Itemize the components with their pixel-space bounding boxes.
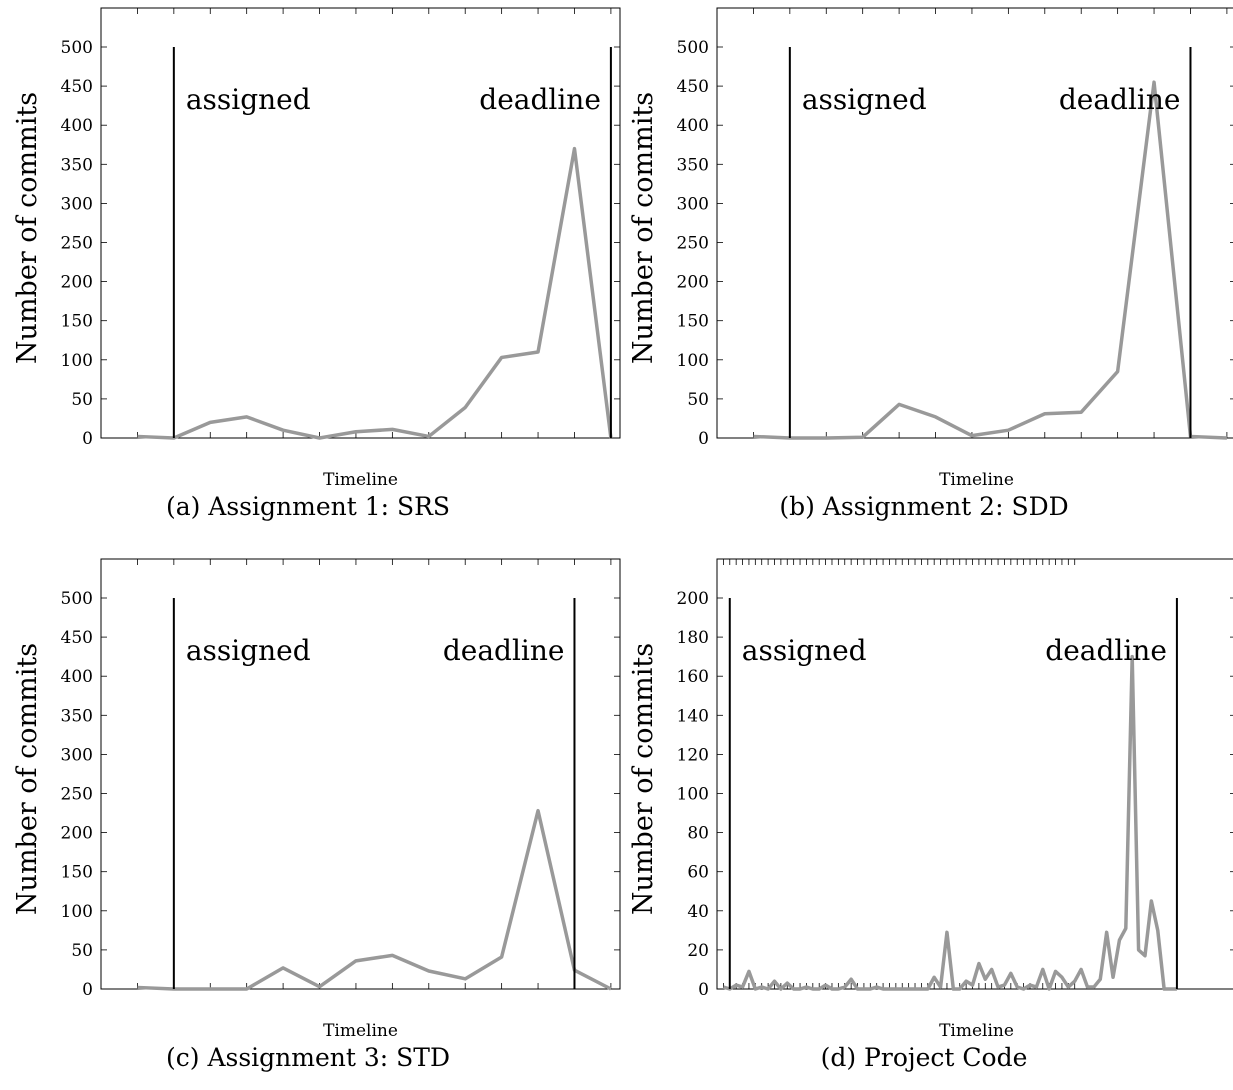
y-tick-label: 0 [82, 980, 93, 1000]
y-tick-label: 400 [61, 667, 93, 687]
chart-caption-b: (b) Assignment 2: SDD [779, 492, 1069, 521]
series-line [137, 808, 612, 991]
y-tick-label: 350 [677, 155, 709, 175]
chart-caption-d: (d) Project Code [820, 1043, 1028, 1072]
y-tick-label: 0 [698, 980, 709, 1000]
y-tick-label: 350 [61, 706, 93, 726]
y-tick-label: 140 [677, 706, 709, 726]
y-tick-label: 450 [61, 628, 93, 648]
y-axis-label: Number of commits [12, 643, 43, 915]
x-axis-label: Timeline [939, 1021, 1014, 1041]
chart-panel-c: 0 50 100 150 200 250 300 350 400 450 500 assigned de… [0, 551, 621, 1090]
marker-label-assigned: assigned [186, 83, 311, 116]
y-tick-label: 120 [677, 745, 709, 765]
y-tick-label: 200 [677, 273, 709, 293]
chart-svg-c: 0 50 100 150 200 250 300 350 400 450 500 assigned de… [12, 558, 621, 1041]
marker-label-assigned: assigned [802, 83, 927, 116]
y-tick-label: 100 [61, 351, 93, 371]
y-tick-label: 50 [71, 390, 93, 410]
y-tick-label: 350 [61, 155, 93, 175]
chart-svg-b: 0 50 100 150 200 250 300 350 400 450 500 assigned de… [628, 7, 1233, 490]
y-tick-label: 200 [677, 589, 709, 609]
series-line [137, 146, 613, 440]
plot-frame [716, 558, 1233, 990]
marker-label-deadline: deadline [1059, 83, 1181, 116]
chart-svg-d: 0 20 40 60 80 100 120 140 160 180 200 assigned deadl… [628, 558, 1233, 1041]
y-tick-label: 300 [61, 194, 93, 214]
y-tick-label: 20 [687, 941, 709, 961]
series-line [722, 654, 1177, 991]
y-tick-label: 400 [677, 116, 709, 136]
y-tick-label: 0 [82, 429, 93, 449]
marker-label-assigned: assigned [186, 634, 311, 667]
y-tick-label: 100 [61, 902, 93, 922]
x-axis-label: Timeline [323, 470, 398, 490]
marker-label-deadline: deadline [1045, 634, 1167, 667]
y-tick-label: 150 [61, 312, 93, 332]
y-tick-label: 60 [687, 863, 709, 883]
y-tick-label: 300 [61, 745, 93, 765]
x-axis-label: Timeline [939, 470, 1014, 490]
y-tick-label: 50 [71, 941, 93, 961]
y-tick-label: 100 [677, 351, 709, 371]
chart-panel-d: 0 20 40 60 80 100 120 140 160 180 200 assigned deadl… [616, 551, 1233, 1090]
y-tick-label: 160 [677, 667, 709, 687]
y-tick-label: 180 [677, 628, 709, 648]
y-tick-label: 80 [687, 824, 709, 844]
chart-svg-a: 0 50 100 150 200 250 300 350 400 450 500 assigned de… [12, 7, 621, 490]
y-axis-label: Number of commits [628, 643, 659, 915]
y-tick-label: 500 [61, 589, 93, 609]
chart-panel-b: 0 50 100 150 200 250 300 350 400 450 500 assigned de… [616, 0, 1233, 539]
y-tick-label: 100 [677, 785, 709, 805]
y-tick-label: 300 [677, 194, 709, 214]
plot-frame [716, 7, 1233, 439]
y-tick-label: 40 [687, 902, 709, 922]
chart-caption-c: (c) Assignment 3: STD [166, 1043, 450, 1072]
y-tick-label: 200 [61, 824, 93, 844]
y-tick-label: 400 [61, 116, 93, 136]
y-tick-label: 250 [61, 234, 93, 254]
y-tick-label: 250 [61, 785, 93, 805]
marker-label-assigned: assigned [742, 634, 867, 667]
marker-label-deadline: deadline [443, 634, 565, 667]
y-tick-label: 150 [677, 312, 709, 332]
series-line [753, 80, 1227, 440]
y-tick-label: 50 [687, 390, 709, 410]
y-tick-label: 450 [61, 77, 93, 97]
y-tick-label: 150 [61, 863, 93, 883]
plot-frame [100, 7, 621, 439]
plot-frame [100, 558, 621, 990]
y-axis-label: Number of commits [628, 92, 659, 364]
y-tick-label: 200 [61, 273, 93, 293]
marker-label-deadline: deadline [479, 83, 601, 116]
y-tick-label: 0 [698, 429, 709, 449]
chart-caption-a: (a) Assignment 1: SRS [165, 492, 451, 521]
y-tick-label: 450 [677, 77, 709, 97]
x-axis-label: Timeline [323, 1021, 398, 1041]
y-tick-label: 500 [61, 38, 93, 58]
y-axis-label: Number of commits [12, 92, 43, 364]
chart-panel-a: 0 50 100 150 200 250 300 350 400 450 500 assigned de… [0, 0, 621, 539]
y-tick-label: 500 [677, 38, 709, 58]
y-tick-label: 250 [677, 234, 709, 254]
